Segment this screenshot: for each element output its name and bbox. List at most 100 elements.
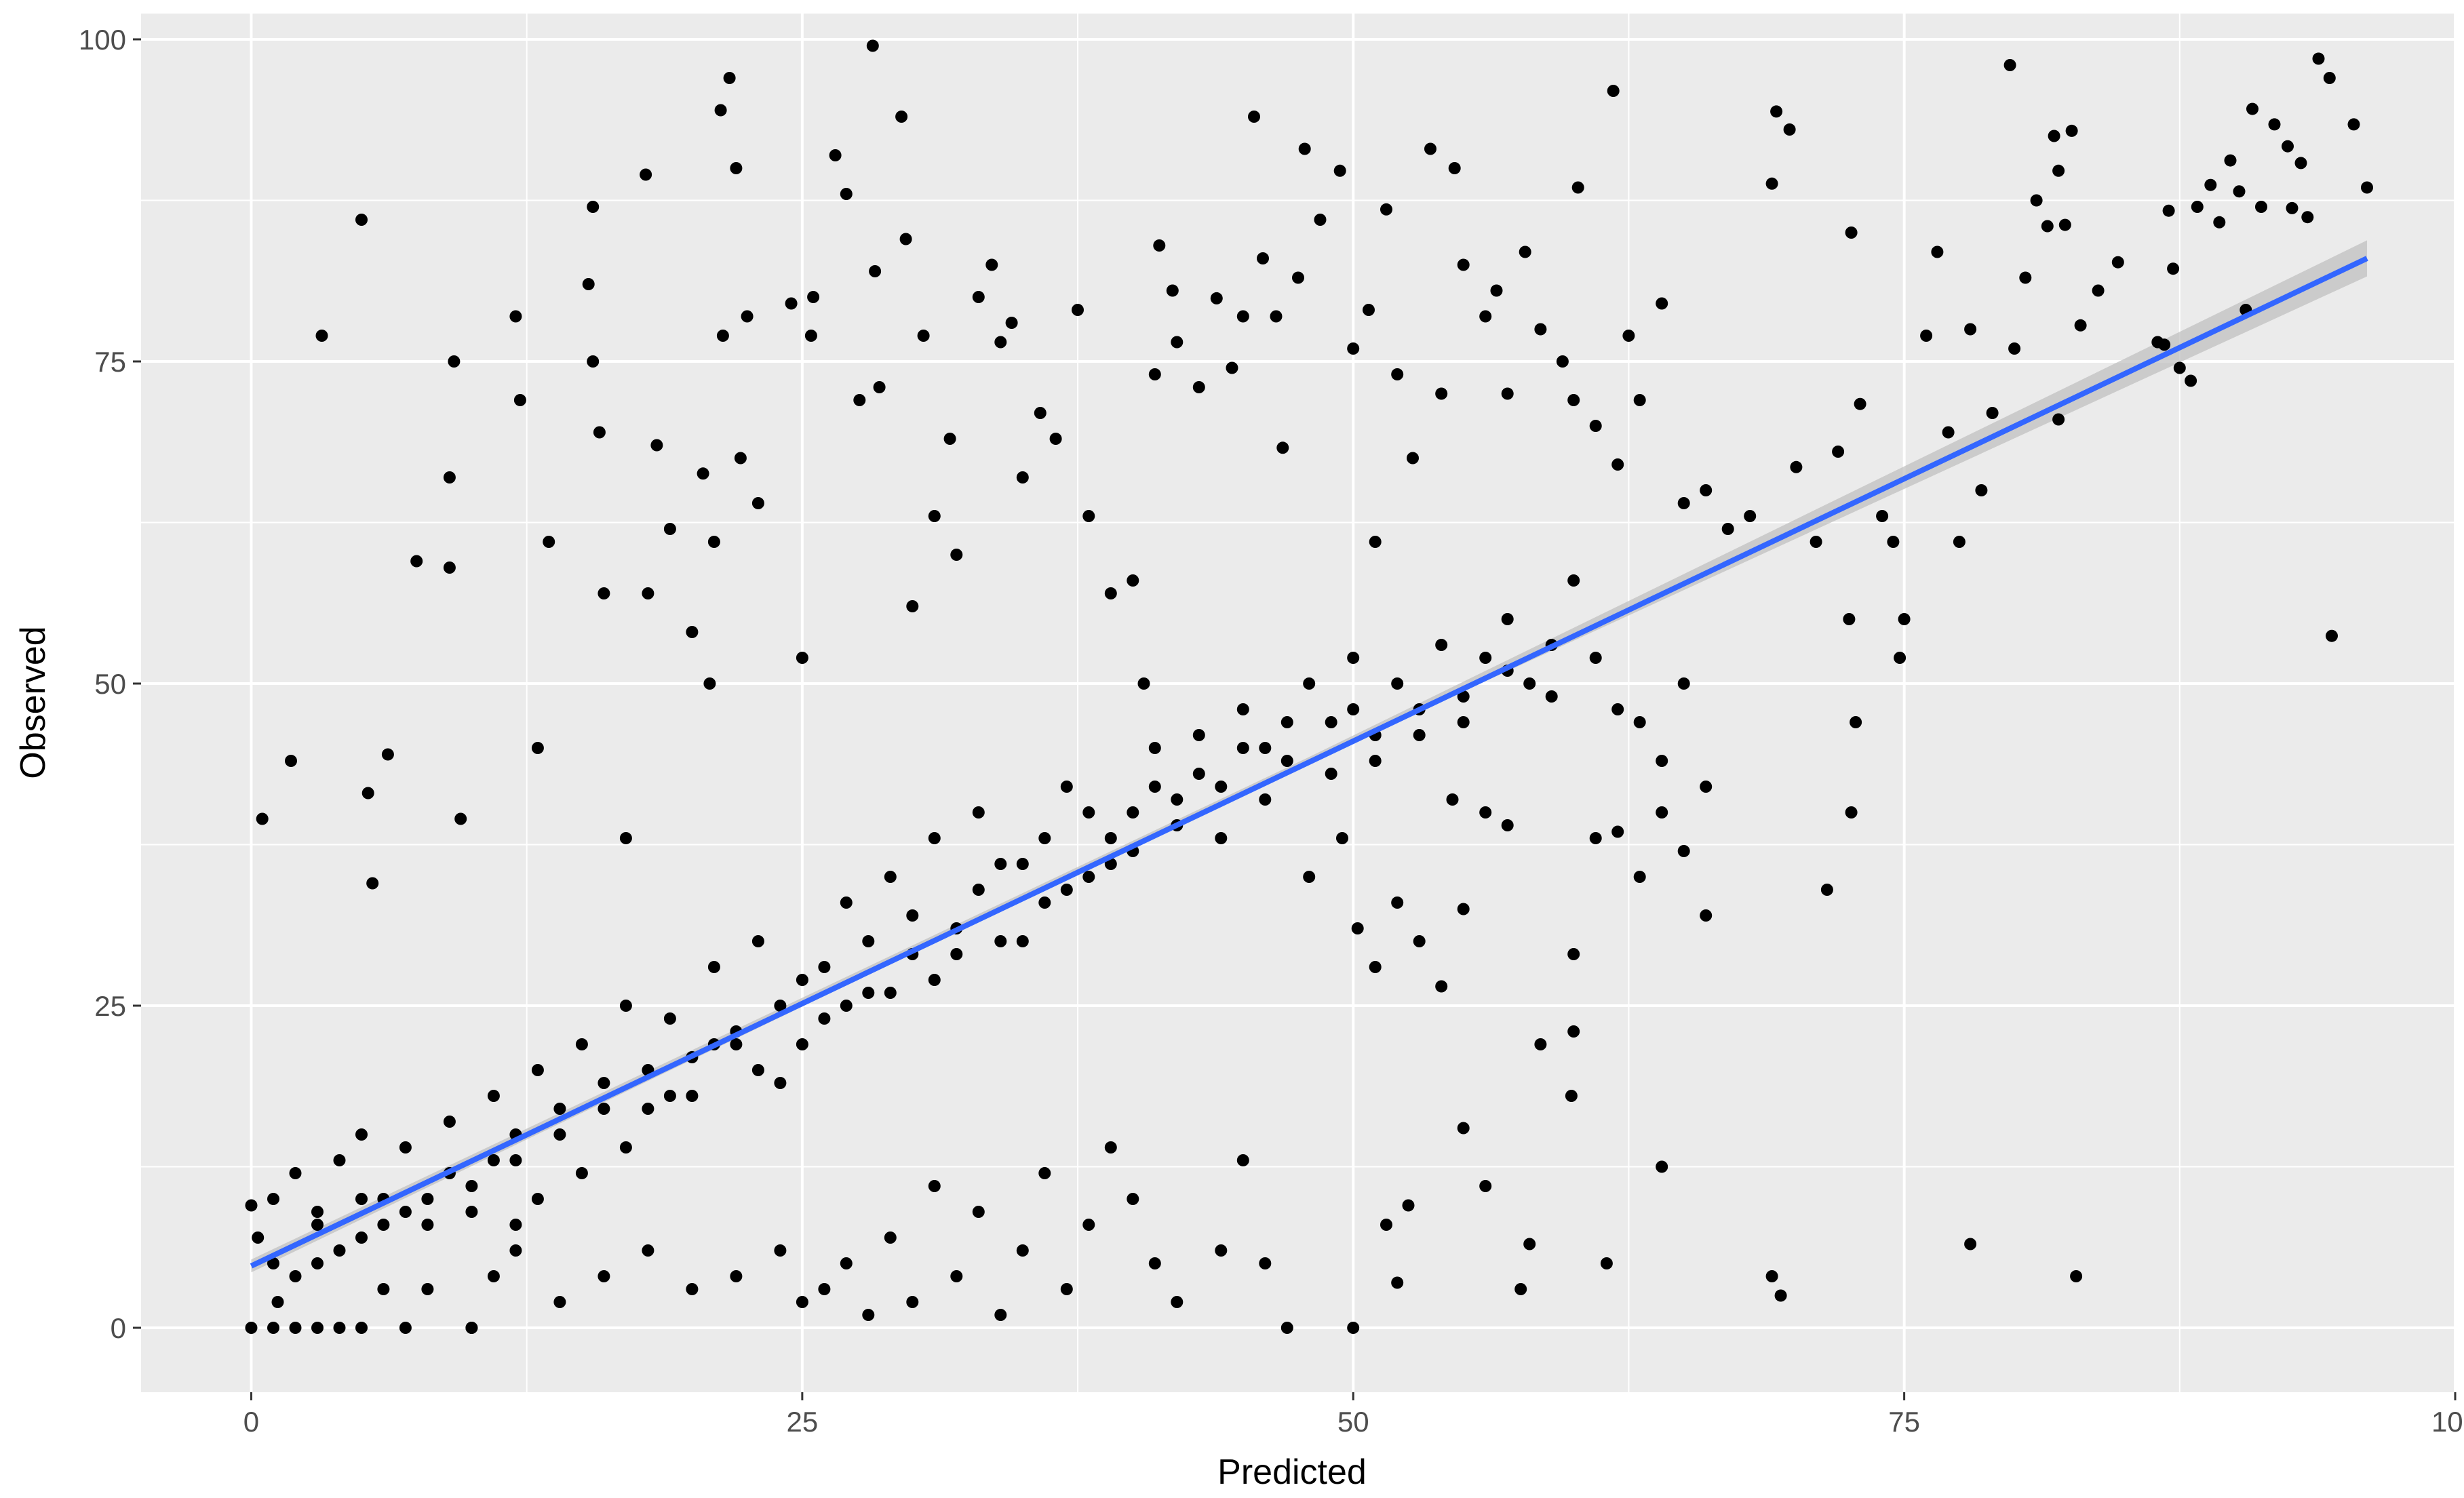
data-point [1215, 781, 1228, 793]
data-point [840, 188, 853, 200]
data-point [1571, 181, 1584, 194]
data-point [818, 1012, 831, 1025]
data-point [1894, 652, 1906, 664]
data-point [1975, 484, 1988, 496]
data-point [862, 987, 875, 999]
data-point [509, 1244, 522, 1257]
data-point [619, 1000, 632, 1012]
data-point [1303, 677, 1316, 690]
data-point [1325, 768, 1337, 780]
data-point [818, 961, 831, 973]
data-point [1845, 806, 1858, 819]
data-point [1501, 613, 1514, 625]
data-point [1005, 317, 1018, 329]
data-point [2092, 284, 2105, 297]
data-point [1656, 297, 1668, 310]
data-point [333, 1322, 346, 1334]
x-tick-label: 100 [2431, 1406, 2464, 1438]
data-point [1148, 1257, 1161, 1269]
data-point [315, 330, 328, 342]
data-point [1656, 1160, 1668, 1173]
data-point [853, 394, 866, 406]
data-point [1082, 806, 1095, 819]
data-point [818, 1283, 831, 1295]
data-point [553, 1128, 566, 1141]
data-point [1314, 214, 1327, 226]
data-point [873, 381, 886, 393]
data-point [730, 1038, 743, 1050]
data-point [509, 1219, 522, 1231]
data-point [1034, 407, 1047, 419]
data-point [1490, 284, 1503, 297]
data-point [1534, 1038, 1547, 1050]
data-point [928, 974, 941, 986]
data-point [1257, 252, 1269, 264]
data-point [1060, 1283, 1073, 1295]
data-point [714, 104, 727, 117]
panel-background [141, 14, 2455, 1392]
data-point [994, 1309, 1007, 1321]
data-point [994, 336, 1007, 349]
data-point [245, 1199, 258, 1212]
data-point [862, 1309, 875, 1321]
data-point [1565, 1090, 1578, 1102]
data-point [796, 1296, 808, 1308]
data-point [642, 587, 654, 599]
data-point [829, 149, 842, 161]
data-point [2323, 72, 2336, 84]
data-point [2111, 256, 2124, 269]
data-point [267, 1322, 279, 1334]
data-point [1457, 903, 1470, 915]
data-point [1298, 142, 1311, 155]
data-point [1567, 1025, 1580, 1038]
data-point [619, 832, 632, 844]
data-point [2213, 216, 2226, 229]
data-point [311, 1257, 324, 1269]
data-point [377, 1283, 390, 1295]
data-point [1153, 239, 1166, 252]
data-point [1038, 896, 1051, 909]
data-point [1479, 1180, 1492, 1192]
data-point [663, 1090, 676, 1102]
data-point [1248, 111, 1260, 123]
data-point [1677, 497, 1690, 509]
data-point [1501, 819, 1514, 831]
x-tick-label: 0 [243, 1406, 259, 1438]
data-point [1236, 310, 1249, 323]
data-point [1501, 387, 1514, 400]
data-point [985, 258, 998, 271]
data-point [972, 291, 985, 303]
x-tick-label: 25 [786, 1406, 818, 1438]
data-point [619, 1141, 632, 1154]
data-point [1721, 523, 1734, 535]
data-point [1259, 742, 1272, 754]
data-point [1448, 162, 1461, 174]
data-point [1942, 426, 1955, 439]
data-point [598, 587, 610, 599]
data-point [1127, 574, 1139, 587]
data-point [1545, 690, 1558, 703]
data-point [807, 291, 820, 303]
data-point [884, 1231, 897, 1244]
data-point [1236, 742, 1249, 754]
data-point [928, 832, 941, 844]
data-point [650, 439, 663, 452]
data-point [587, 201, 600, 213]
data-point [642, 1103, 654, 1115]
data-point [1192, 381, 1205, 393]
data-point [509, 1154, 522, 1166]
data-point [1236, 703, 1249, 715]
data-point [906, 909, 919, 922]
data-point [1820, 884, 1833, 896]
data-point [1633, 394, 1646, 406]
data-point [333, 1154, 346, 1166]
data-point [2294, 157, 2307, 170]
data-point [1038, 1167, 1051, 1179]
data-point [1953, 536, 1966, 548]
data-point [972, 884, 985, 896]
data-point [252, 1231, 265, 1244]
data-point [289, 1322, 302, 1334]
data-point [906, 1296, 919, 1308]
data-point [663, 1012, 676, 1025]
data-point [1104, 832, 1117, 844]
